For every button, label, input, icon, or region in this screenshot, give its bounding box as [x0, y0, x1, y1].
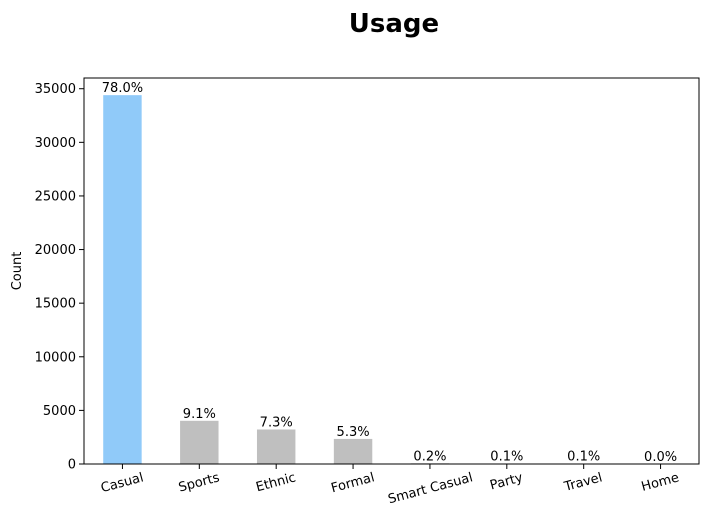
y-tick-label: 15000 — [35, 297, 76, 312]
y-tick-label: 10000 — [35, 350, 76, 365]
bar-casual — [103, 95, 142, 465]
x-tick-label: Party — [488, 470, 524, 493]
data-label: 5.3% — [337, 425, 370, 440]
bar-formal — [333, 438, 373, 464]
chart-title: Usage — [349, 9, 439, 39]
x-tick-label: Sports — [177, 470, 221, 495]
y-axis-label: Count — [10, 252, 25, 291]
data-label: 78.0% — [102, 81, 143, 96]
y-tick-label: 20000 — [35, 243, 76, 258]
x-tick-label: Smart Casual — [387, 470, 475, 507]
x-tick-label: Formal — [330, 470, 377, 496]
plot-area: 78.0% 9.1% 7.3% 5.3% 0.2% 0.1% 0.1% 0.0% 0 5000 10… — [35, 77, 700, 507]
x-tick-label: Home — [640, 470, 681, 494]
bar-ethnic — [256, 429, 296, 464]
x-tick-label: Travel — [562, 470, 604, 495]
data-label: 0.2% — [413, 449, 446, 464]
x-tick-label: Ethnic — [254, 470, 297, 495]
y-tick-label: 30000 — [35, 136, 76, 151]
bar-sports — [180, 420, 219, 464]
x-tick-label: Casual — [99, 470, 145, 496]
plot-frame — [83, 77, 700, 465]
data-label: 0.1% — [567, 450, 600, 465]
y-tick-label: 25000 — [35, 189, 76, 204]
data-label: 0.0% — [644, 450, 677, 465]
y-tick-label: 0 — [68, 458, 76, 473]
y-tick-label: 5000 — [43, 404, 76, 419]
data-label: 7.3% — [260, 415, 293, 430]
y-tick-label: 35000 — [35, 82, 76, 97]
data-label: 0.1% — [490, 450, 523, 465]
data-label: 9.1% — [183, 407, 216, 422]
